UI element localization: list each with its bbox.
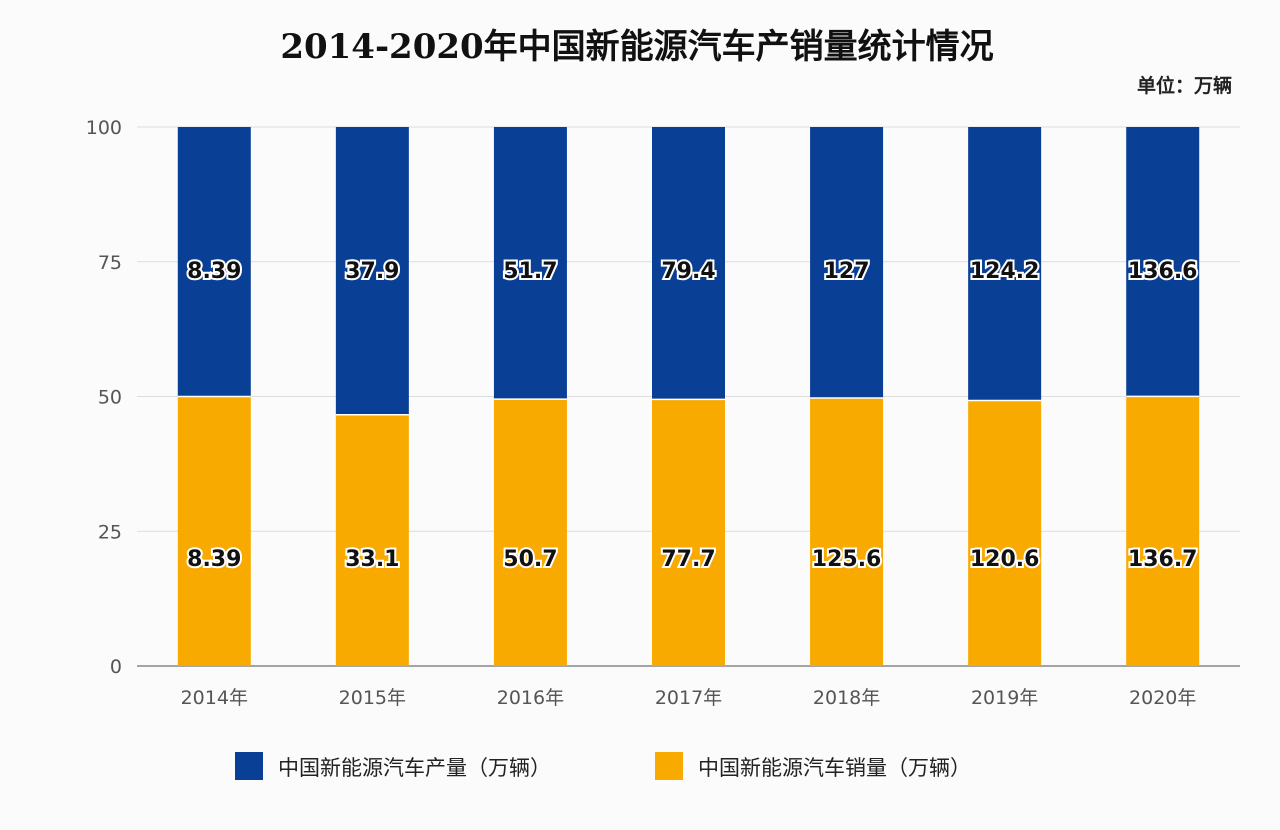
data-label-production: 136.6	[1128, 259, 1198, 284]
data-label-production: 124.2	[970, 259, 1040, 284]
x-tick-label: 2020年	[1129, 687, 1196, 709]
bar-production-2015年	[335, 127, 409, 415]
bar-sales-2018年	[810, 397, 884, 666]
data-label-sales: 33.1	[345, 547, 399, 572]
x-tick-label: 2015年	[339, 687, 406, 709]
x-tick-label: 2017年	[655, 687, 722, 709]
unit-label: 单位：万辆	[1137, 74, 1232, 97]
data-label-production: 51.7	[503, 259, 557, 284]
data-label-sales: 8.39	[187, 547, 241, 572]
bar-production-2019年	[968, 127, 1042, 401]
x-tick-label: 2018年	[813, 687, 880, 709]
x-tick-label: 2019年	[971, 687, 1038, 709]
x-tick-label: 2016年	[497, 687, 564, 709]
data-label-sales: 136.7	[1128, 547, 1198, 572]
bar-production-2018年	[810, 127, 884, 398]
y-tick-label: 25	[98, 521, 122, 543]
data-label-production: 8.39	[187, 259, 241, 284]
data-label-sales: 125.6	[812, 547, 882, 572]
data-label-sales: 120.6	[970, 547, 1040, 572]
bar-sales-2017年	[652, 399, 725, 666]
y-tick-label: 75	[98, 252, 122, 274]
bar-production-2014年	[177, 127, 251, 397]
bar-production-2017年	[652, 127, 725, 400]
bar-sales-2014年	[177, 396, 251, 666]
bar-sales-2020年	[1126, 396, 1200, 666]
data-label-production: 37.9	[345, 259, 399, 284]
chart-title: 2014-2020年中国新能源汽车产销量统计情况	[280, 27, 993, 67]
data-label-production: 79.4	[661, 259, 715, 284]
legend-swatch	[655, 752, 683, 780]
bar-production-2016年	[493, 127, 567, 400]
x-tick-label: 2014年	[181, 687, 248, 709]
legend-label: 中国新能源汽车销量（万辆）	[698, 756, 971, 780]
data-label-sales: 50.7	[503, 547, 557, 572]
bar-sales-2019年	[968, 400, 1042, 666]
y-tick-label: 0	[110, 656, 122, 678]
y-tick-label: 50	[98, 387, 122, 409]
data-label-sales: 77.7	[661, 547, 715, 572]
bar-production-2020年	[1126, 127, 1200, 397]
bar-sales-2016年	[493, 399, 567, 666]
legend-label: 中国新能源汽车产量（万辆）	[278, 756, 551, 780]
legend-swatch	[235, 752, 263, 780]
data-label-production: 127	[824, 259, 870, 284]
bar-sales-2015年	[335, 414, 409, 666]
y-tick-label: 100	[86, 117, 122, 139]
